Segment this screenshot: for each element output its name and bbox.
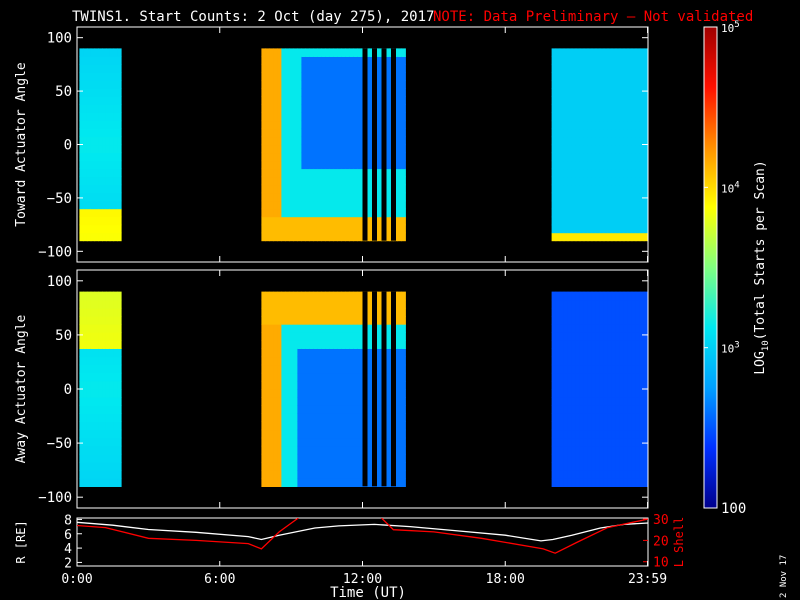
y-axis-label: Away Actuator Angle <box>14 314 29 463</box>
data-gap <box>362 291 368 487</box>
colorbar-tick-label: 104 <box>721 180 740 195</box>
heatmap-panel-away: 100 50 0 −50 −100 Away Actuator Angle <box>14 269 649 509</box>
data-gap <box>372 291 377 487</box>
data-gap <box>381 291 387 487</box>
coverage-block <box>551 48 649 242</box>
colorbar-tick-label: 105 <box>721 20 740 35</box>
x-tick-label: 6:00 <box>204 572 235 587</box>
x-axis-title: Time (UT) <box>330 585 406 600</box>
data-gap <box>381 48 387 241</box>
y2-tick-label: 10 <box>653 556 669 571</box>
plot-frame <box>76 517 649 567</box>
y-tick-label: 0 <box>64 382 72 398</box>
y-tick-label: −100 <box>38 490 72 506</box>
colorbar-gradient <box>703 26 718 509</box>
side-date-label: 2 Nov 17 <box>779 555 789 598</box>
data-gap <box>372 48 377 241</box>
y-tick-label: 50 <box>55 84 72 100</box>
y-tick-label: 4 <box>64 542 72 557</box>
y-tick-label: 8 <box>64 513 72 528</box>
y-axis-label: R [RE] <box>14 520 28 563</box>
y-tick-label: 2 <box>64 556 72 571</box>
colorbar-tick-label: 100 <box>721 501 746 517</box>
preliminary-note: NOTE: Data Preliminary – Not validated <box>433 9 753 25</box>
x-tick-label: 12:00 <box>343 572 382 587</box>
x-tick-label: 18:00 <box>486 572 525 587</box>
x-tick-label: 0:00 <box>61 572 92 587</box>
data-gap <box>391 48 396 241</box>
y-tick-label: −100 <box>38 244 72 260</box>
y2-tick-label: 30 <box>653 513 669 528</box>
coverage-block <box>551 291 649 487</box>
heatmap-panel-toward: 100 50 0 −50 −100 Toward Actuator Angle <box>14 26 649 263</box>
y-tick-label: 100 <box>47 31 72 47</box>
chart-title: TWINS1. Start Counts: 2 Oct (day 275), 2… <box>72 9 434 25</box>
colorbar-label: LOG10(Total Starts per Scan) <box>753 160 771 374</box>
y2-axis-label: L Shell <box>672 517 686 568</box>
series-line <box>381 518 648 554</box>
colorbar: 105 104 103 100 LOG10(Total Starts per Scan) <box>703 20 771 517</box>
y2-tick-label: 20 <box>653 534 669 549</box>
y-tick-label: 100 <box>47 274 72 290</box>
series-line <box>77 518 299 550</box>
data-gap <box>362 48 368 241</box>
coverage-block <box>79 291 122 487</box>
colorbar-tick-label: 103 <box>721 341 740 356</box>
data-gap <box>391 291 396 487</box>
x-tick-label: 23:59 <box>628 572 667 587</box>
y-axis-label: Toward Actuator Angle <box>14 62 29 227</box>
y-tick-label: 50 <box>55 328 72 344</box>
coverage-block <box>79 48 122 242</box>
y-tick-label: −50 <box>47 436 72 452</box>
y-tick-label: −50 <box>47 191 72 207</box>
y-tick-label: 6 <box>64 528 72 543</box>
series-line <box>77 521 648 542</box>
y-tick-label: 0 <box>64 138 72 154</box>
